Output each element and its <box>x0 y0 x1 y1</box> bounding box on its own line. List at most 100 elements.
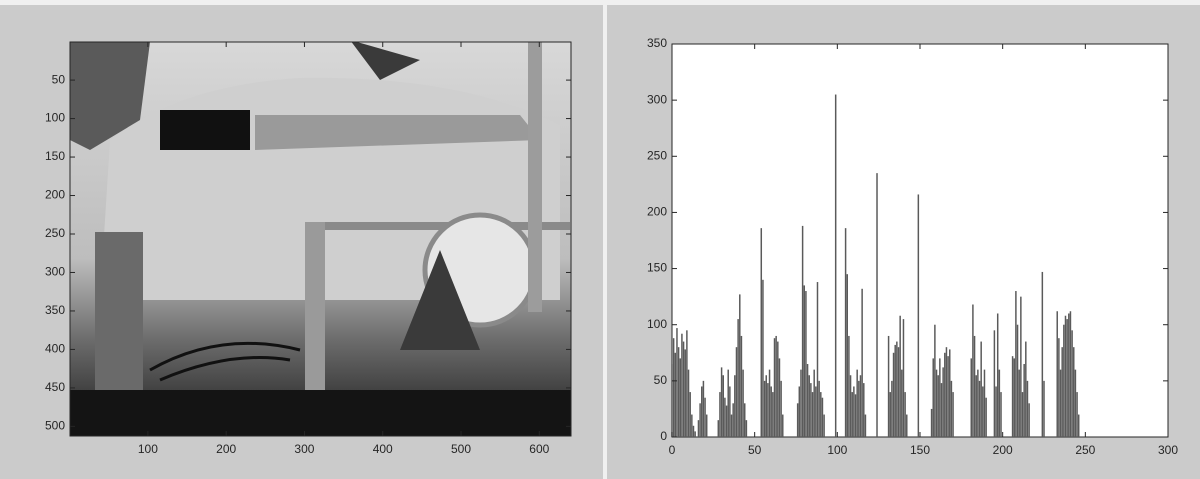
histogram-bar <box>901 369 903 437</box>
histogram-bar <box>739 294 741 437</box>
histogram-axes-box <box>671 43 1169 438</box>
histogram-bar <box>697 420 700 437</box>
histogram-bar <box>937 375 939 437</box>
x-tick-label: 200 <box>216 442 236 456</box>
x-tick-label: 50 <box>748 443 762 457</box>
y-tick-label: 0 <box>660 429 667 443</box>
histogram-bar <box>808 375 810 437</box>
histogram-bar <box>1059 369 1062 437</box>
histogram-bar <box>762 279 764 437</box>
histogram-bar <box>998 369 1001 437</box>
histogram-bar <box>934 324 936 437</box>
histogram-bar <box>676 328 678 437</box>
histogram-bar <box>1073 347 1075 437</box>
histogram-bar <box>722 375 724 437</box>
histogram-bar <box>1063 324 1065 437</box>
histogram-bar <box>887 335 890 437</box>
histogram-bar <box>727 369 729 437</box>
histogram-bar <box>863 383 865 437</box>
histogram-bar <box>975 375 977 437</box>
histogram-bar <box>740 335 743 437</box>
x-tick-label: 250 <box>1075 443 1095 457</box>
histogram-bar <box>944 352 946 437</box>
y-tick-label: 150 <box>45 149 65 163</box>
histogram-bar <box>864 414 867 437</box>
histogram-bar <box>679 358 682 437</box>
histogram-bar <box>780 380 782 437</box>
y-tick-label: 50 <box>654 373 668 387</box>
histogram-bar <box>993 330 996 437</box>
histogram-bar <box>742 369 744 437</box>
histogram-bar <box>977 369 979 437</box>
histogram-bar <box>681 333 683 437</box>
histogram-bar <box>1020 296 1022 437</box>
image-axes-box <box>69 41 572 437</box>
histogram-bar <box>820 392 822 437</box>
histogram-bar <box>972 304 974 437</box>
histogram-bar <box>677 347 680 437</box>
histogram-bar <box>856 369 858 437</box>
histogram-bar <box>686 330 688 437</box>
histogram-bar <box>851 392 853 437</box>
histogram-bar <box>684 349 686 437</box>
thermal-image <box>70 42 571 436</box>
histogram-bar <box>1021 392 1024 437</box>
y-tick-label: 300 <box>647 92 667 106</box>
histogram-bar <box>704 397 706 437</box>
histogram-bar <box>1026 380 1029 437</box>
y-tick-label: 300 <box>45 265 65 279</box>
histogram-bar <box>735 347 738 437</box>
y-tick-label: 100 <box>45 111 65 125</box>
histogram-bar <box>896 341 898 437</box>
y-tick-label: 100 <box>647 317 667 331</box>
histogram-bar <box>702 380 705 437</box>
histogram-bar <box>1011 356 1014 437</box>
x-tick-label: 600 <box>529 442 549 456</box>
histogram-bar <box>1028 403 1030 437</box>
x-tick-label: 200 <box>993 443 1013 457</box>
histogram-bar <box>770 386 772 437</box>
histogram-bar <box>816 282 819 437</box>
histogram-bar <box>1077 414 1080 437</box>
histogram-bar <box>950 380 953 437</box>
histogram-bar <box>674 352 677 437</box>
histogram-bar <box>1064 315 1067 437</box>
histogram-bar <box>818 380 820 437</box>
x-tick-label: 150 <box>910 443 930 457</box>
histogram-bar <box>854 394 857 437</box>
histogram-bar <box>1043 380 1045 437</box>
histogram-bar <box>861 288 863 437</box>
histogram-bar <box>1061 347 1063 437</box>
histogram-bar <box>980 341 982 437</box>
histogram-bar <box>1076 392 1078 437</box>
histogram-bar <box>724 397 726 437</box>
histogram-bar <box>939 358 941 437</box>
histogram-bar <box>796 403 799 437</box>
x-tick-label: 100 <box>827 443 847 457</box>
histogram-bar <box>773 338 776 437</box>
histogram-bar <box>737 319 739 437</box>
histogram-bar <box>834 94 837 438</box>
histogram-bar <box>849 375 852 437</box>
histogram-bar <box>985 397 987 437</box>
y-tick-label: 200 <box>45 188 65 202</box>
histogram-bar <box>717 420 720 437</box>
y-tick-label: 250 <box>45 226 65 240</box>
histogram-bar <box>701 386 703 437</box>
histogram-bar <box>859 375 862 437</box>
histogram-bar <box>945 347 948 437</box>
histogram-bar <box>772 392 774 437</box>
histogram-bar <box>671 364 673 437</box>
histogram-bar <box>768 369 771 437</box>
histogram-bar <box>798 386 801 437</box>
histogram-bar <box>682 341 685 437</box>
x-tick-label: 500 <box>451 442 471 456</box>
histogram-bar <box>672 338 675 437</box>
histogram-bar <box>732 403 734 437</box>
histogram-bar <box>745 420 748 437</box>
histogram-bar <box>973 335 976 437</box>
histogram-bar <box>687 369 690 437</box>
histogram-bar <box>1018 369 1020 437</box>
histogram-bar <box>777 341 779 437</box>
histogram-bar <box>935 369 938 437</box>
